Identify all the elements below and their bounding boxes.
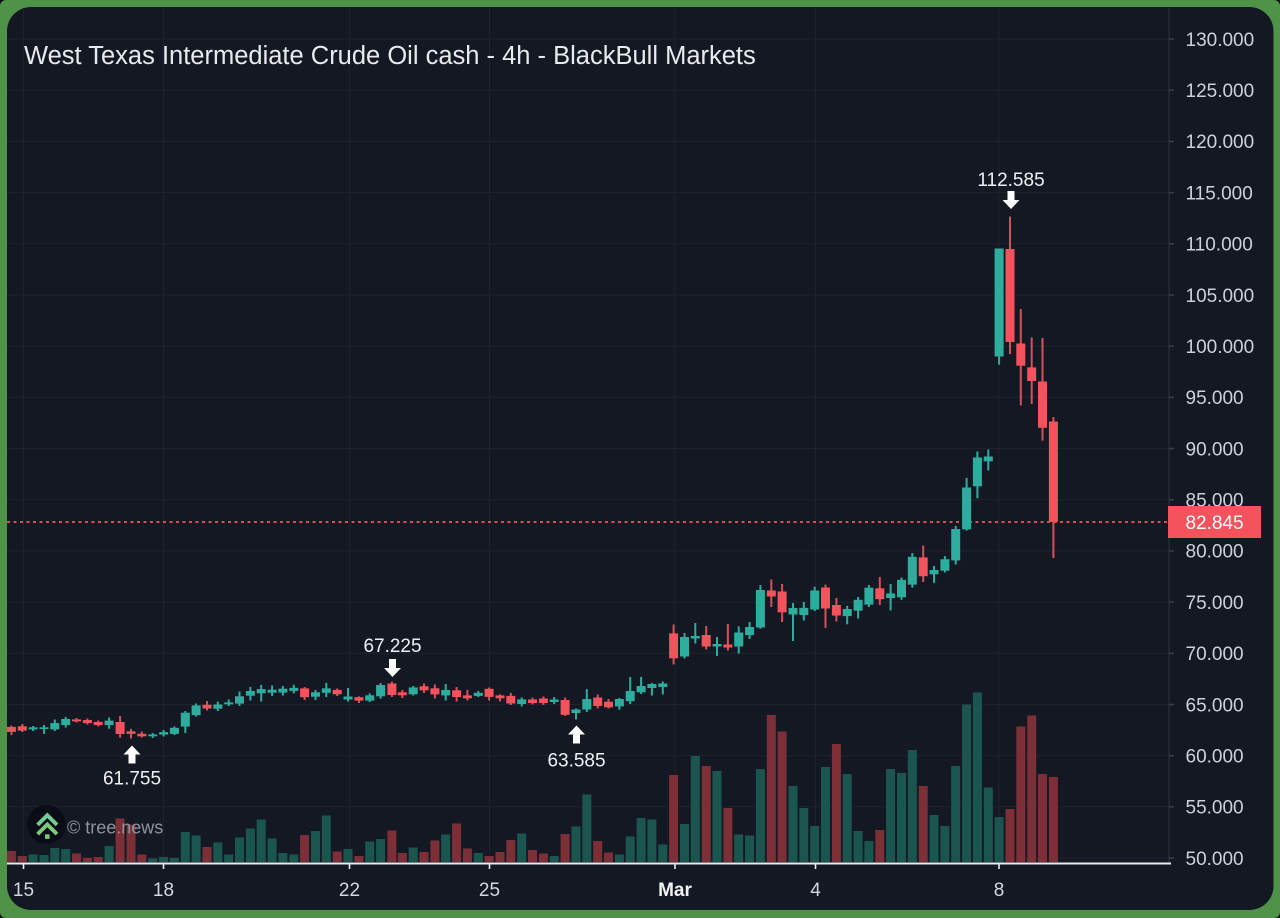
svg-text:125.000: 125.000 [1186, 81, 1255, 102]
svg-text:95.000: 95.000 [1186, 388, 1244, 409]
svg-text:70.000: 70.000 [1186, 644, 1244, 665]
svg-text:90.000: 90.000 [1186, 439, 1244, 460]
svg-text:67.225: 67.225 [363, 636, 421, 657]
svg-text:105.000: 105.000 [1186, 286, 1255, 307]
svg-text:63.585: 63.585 [547, 751, 605, 772]
svg-text:22: 22 [339, 880, 360, 901]
svg-text:80.000: 80.000 [1186, 542, 1244, 563]
svg-text:4: 4 [810, 880, 821, 901]
svg-text:15: 15 [13, 880, 34, 901]
svg-text:50.000: 50.000 [1186, 849, 1244, 870]
svg-text:120.000: 120.000 [1186, 132, 1255, 153]
svg-text:18: 18 [153, 880, 174, 901]
svg-text:61.755: 61.755 [103, 769, 161, 790]
svg-text:75.000: 75.000 [1186, 593, 1244, 614]
svg-text:25: 25 [479, 880, 500, 901]
svg-text:100.000: 100.000 [1186, 337, 1255, 358]
svg-text:8: 8 [994, 880, 1005, 901]
svg-text:110.000: 110.000 [1186, 235, 1253, 256]
svg-text:Mar: Mar [658, 880, 692, 901]
svg-text:© tree.news: © tree.news [67, 818, 163, 838]
svg-text:115.000: 115.000 [1186, 183, 1253, 204]
svg-text:West Texas Intermediate Crude: West Texas Intermediate Crude Oil cash -… [24, 42, 756, 70]
svg-text:65.000: 65.000 [1186, 695, 1244, 716]
svg-text:130.000: 130.000 [1186, 30, 1255, 51]
svg-text:112.585: 112.585 [977, 170, 1044, 191]
svg-text:82.845: 82.845 [1185, 513, 1243, 534]
svg-text:60.000: 60.000 [1186, 747, 1244, 768]
svg-text:55.000: 55.000 [1186, 798, 1244, 819]
